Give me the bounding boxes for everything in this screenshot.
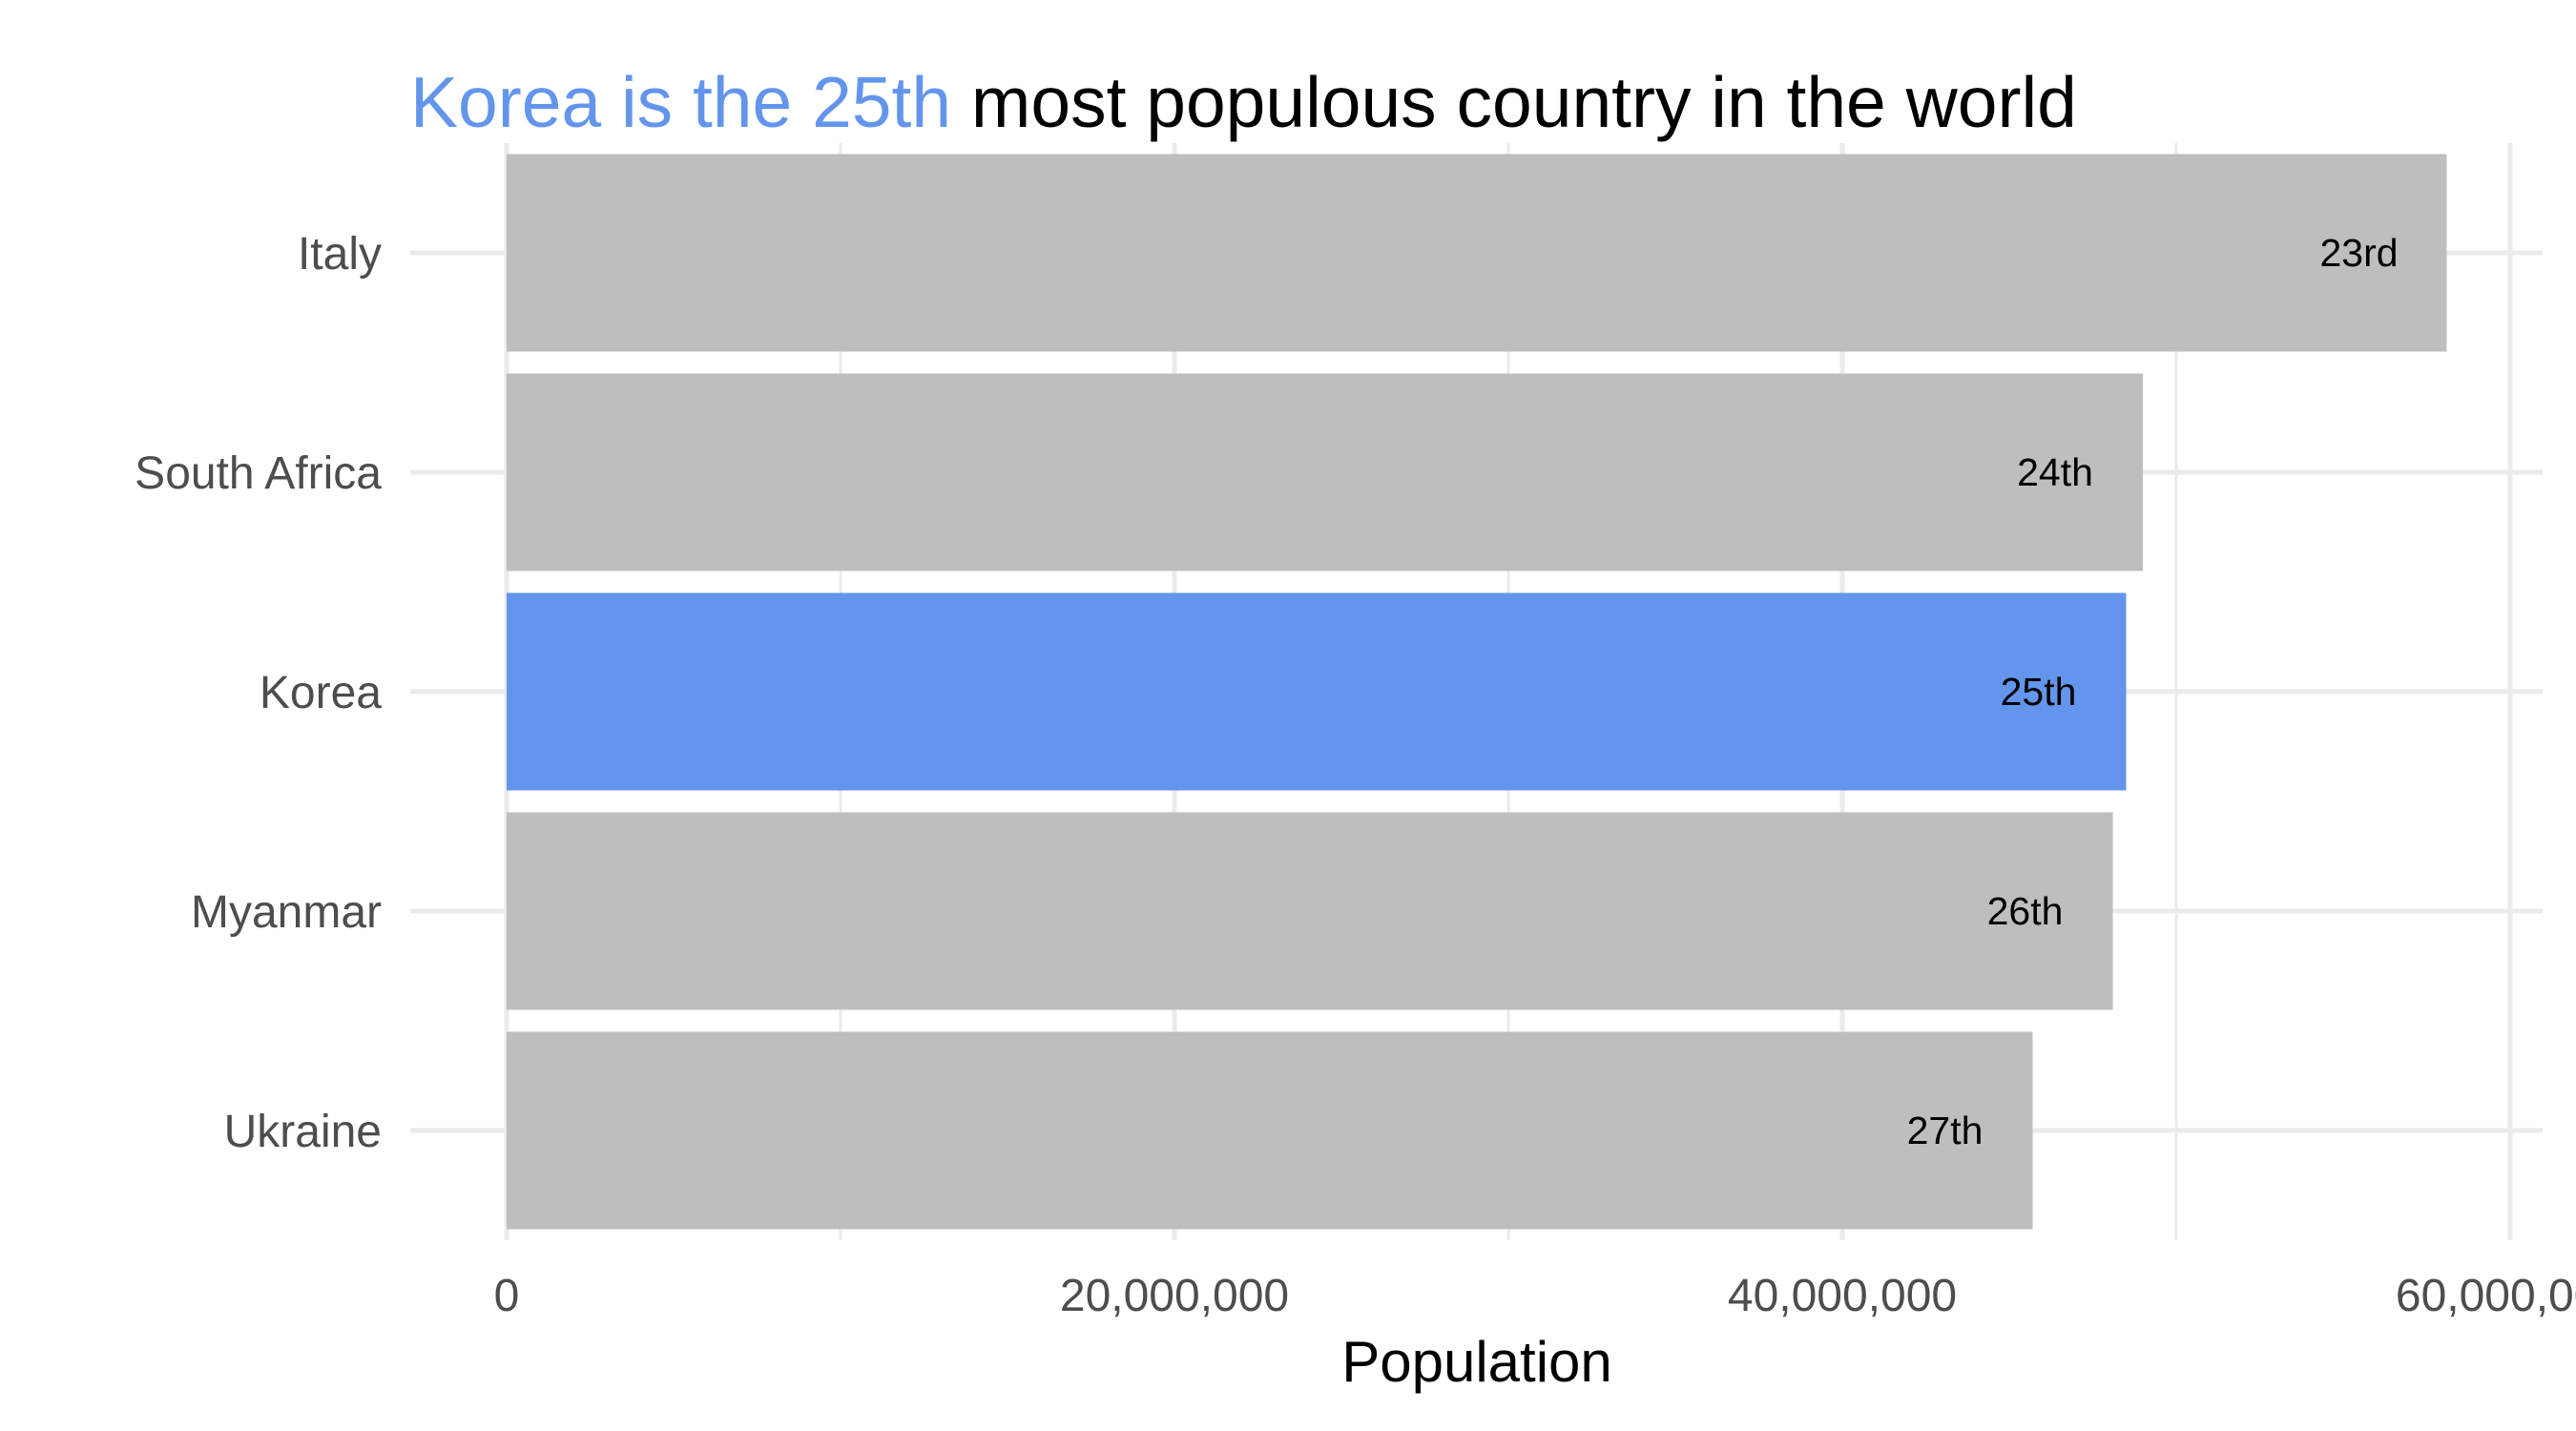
data-label: 24th: [2017, 450, 2093, 494]
bar-korea: [507, 592, 2127, 791]
bar-south-africa: [507, 373, 2143, 571]
value-axis: 0 20,000,000 40,000,000 60,000,000: [494, 1271, 2576, 1321]
data-label: 26th: [1987, 889, 2064, 933]
x-tick-label: 20,000,000: [1060, 1271, 1289, 1321]
x-tick-label: 40,000,000: [1728, 1271, 1957, 1321]
data-label: 23rd: [2319, 231, 2398, 275]
bar-ukraine: [507, 1031, 2033, 1230]
bar-myanmar: [507, 812, 2113, 1010]
x-axis-title: Population: [1341, 1330, 1612, 1394]
data-label: 27th: [1907, 1109, 1984, 1152]
bars: [507, 154, 2447, 1230]
title-rest: most populous country in the world: [951, 62, 2077, 142]
bar-italy: [507, 154, 2447, 352]
category-label: Korea: [260, 668, 382, 718]
data-labels: 23rd 24th 25th 26th 27th: [1907, 231, 2399, 1152]
category-label: Italy: [298, 229, 382, 280]
category-label: Ukraine: [224, 1107, 382, 1157]
chart-title: Korea is the 25th most populous country …: [410, 62, 2077, 142]
x-tick-label: 0: [494, 1271, 520, 1321]
data-label: 25th: [2001, 670, 2077, 714]
category-axis: Italy South Africa Korea Myanmar Ukraine: [135, 229, 382, 1157]
x-tick-label: 60,000,000: [2396, 1271, 2576, 1321]
title-highlight: Korea is the 25th: [410, 62, 951, 142]
category-label: Myanmar: [191, 887, 382, 938]
category-label: South Africa: [135, 448, 382, 499]
